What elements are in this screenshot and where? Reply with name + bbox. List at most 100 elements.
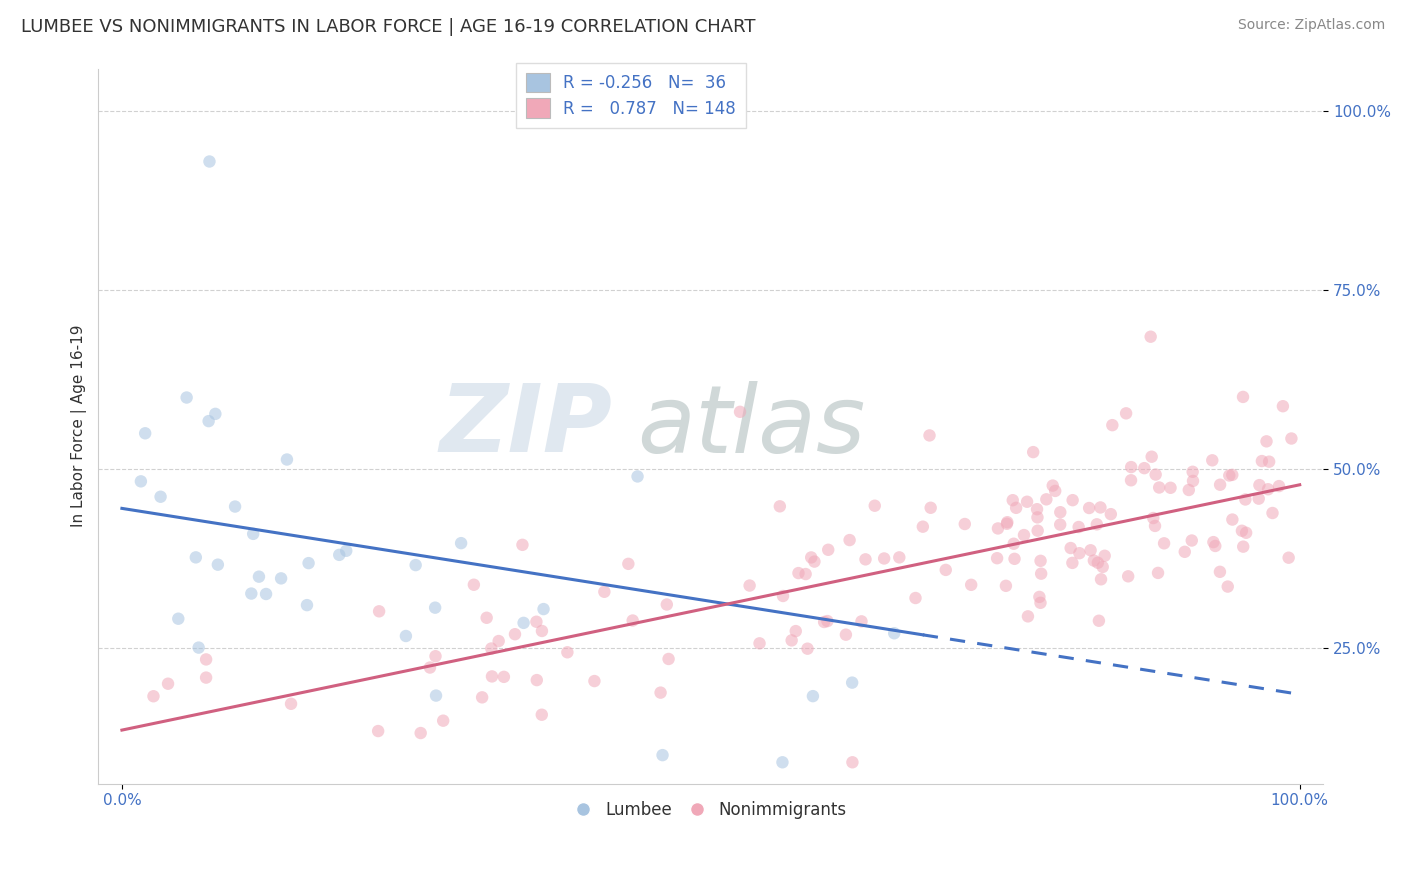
Point xyxy=(1209,565,1232,579)
Point xyxy=(1258,455,1281,469)
Point xyxy=(953,516,976,531)
Point xyxy=(533,602,555,616)
Point xyxy=(1178,483,1201,497)
Point xyxy=(1201,453,1223,467)
Point xyxy=(167,612,190,626)
Point xyxy=(769,500,792,514)
Point xyxy=(1147,481,1170,495)
Legend: Lumbee, Nonimmigrants: Lumbee, Nonimmigrants xyxy=(568,794,853,825)
Point xyxy=(142,690,165,704)
Point xyxy=(1222,512,1244,526)
Point xyxy=(176,391,198,405)
Point xyxy=(195,671,218,685)
Point xyxy=(851,615,873,629)
Point xyxy=(1144,467,1167,482)
Point xyxy=(419,660,441,674)
Text: ZIP: ZIP xyxy=(440,380,613,472)
Point xyxy=(986,551,1008,566)
Point xyxy=(651,748,673,763)
Point xyxy=(557,645,579,659)
Point xyxy=(1049,517,1071,532)
Point xyxy=(1174,545,1197,559)
Point xyxy=(1121,460,1143,475)
Point xyxy=(803,555,825,569)
Y-axis label: In Labor Force | Age 16-19: In Labor Force | Age 16-19 xyxy=(72,325,87,527)
Point xyxy=(242,526,264,541)
Point xyxy=(918,428,941,442)
Point xyxy=(835,628,858,642)
Point xyxy=(801,689,824,703)
Point xyxy=(129,475,152,489)
Text: Source: ZipAtlas.com: Source: ZipAtlas.com xyxy=(1237,18,1385,32)
Point xyxy=(1249,478,1271,492)
Point xyxy=(772,589,794,603)
Point xyxy=(960,578,983,592)
Point xyxy=(1160,481,1182,495)
Point xyxy=(794,567,817,582)
Point xyxy=(1026,524,1049,538)
Point xyxy=(935,563,957,577)
Point xyxy=(617,557,640,571)
Point xyxy=(1012,528,1035,542)
Point xyxy=(1278,550,1301,565)
Point xyxy=(1115,406,1137,420)
Point xyxy=(1116,569,1139,583)
Point xyxy=(626,469,648,483)
Point xyxy=(425,689,447,703)
Point xyxy=(1080,543,1102,558)
Point xyxy=(1209,477,1232,491)
Point xyxy=(1004,551,1026,566)
Point xyxy=(772,756,794,770)
Point xyxy=(198,154,221,169)
Point xyxy=(1083,553,1105,567)
Point xyxy=(883,626,905,640)
Point xyxy=(432,714,454,728)
Point xyxy=(1090,500,1112,515)
Point xyxy=(1091,560,1114,574)
Point xyxy=(463,578,485,592)
Point xyxy=(471,690,494,705)
Point xyxy=(1234,525,1257,540)
Point xyxy=(1029,596,1052,610)
Point xyxy=(738,578,761,592)
Point xyxy=(1067,520,1090,534)
Point xyxy=(841,675,863,690)
Point xyxy=(270,571,292,585)
Point xyxy=(1281,432,1303,446)
Point xyxy=(335,543,357,558)
Point xyxy=(1005,500,1028,515)
Point xyxy=(1232,540,1254,554)
Point xyxy=(1085,517,1108,532)
Point xyxy=(1062,556,1084,570)
Point xyxy=(1087,556,1109,570)
Point xyxy=(1261,506,1284,520)
Point xyxy=(423,600,446,615)
Point xyxy=(748,636,770,650)
Point xyxy=(184,550,207,565)
Point xyxy=(1049,505,1071,519)
Point xyxy=(149,490,172,504)
Point xyxy=(787,566,810,580)
Point xyxy=(904,591,927,605)
Point xyxy=(405,558,427,573)
Point xyxy=(488,634,510,648)
Point xyxy=(368,604,391,618)
Point xyxy=(987,521,1010,535)
Point xyxy=(1182,474,1205,488)
Point xyxy=(526,615,548,629)
Point xyxy=(1119,473,1142,487)
Point xyxy=(1234,492,1257,507)
Point xyxy=(911,519,934,533)
Point xyxy=(1101,418,1123,433)
Text: LUMBEE VS NONIMMIGRANTS IN LABOR FORCE | AGE 16-19 CORRELATION CHART: LUMBEE VS NONIMMIGRANTS IN LABOR FORCE |… xyxy=(21,18,755,36)
Point xyxy=(1250,454,1272,468)
Point xyxy=(796,641,818,656)
Point xyxy=(1181,533,1204,548)
Point xyxy=(297,556,319,570)
Point xyxy=(1022,445,1045,459)
Point xyxy=(530,624,553,638)
Point xyxy=(1247,491,1270,506)
Point xyxy=(995,515,1018,529)
Point xyxy=(1142,511,1164,525)
Point xyxy=(280,697,302,711)
